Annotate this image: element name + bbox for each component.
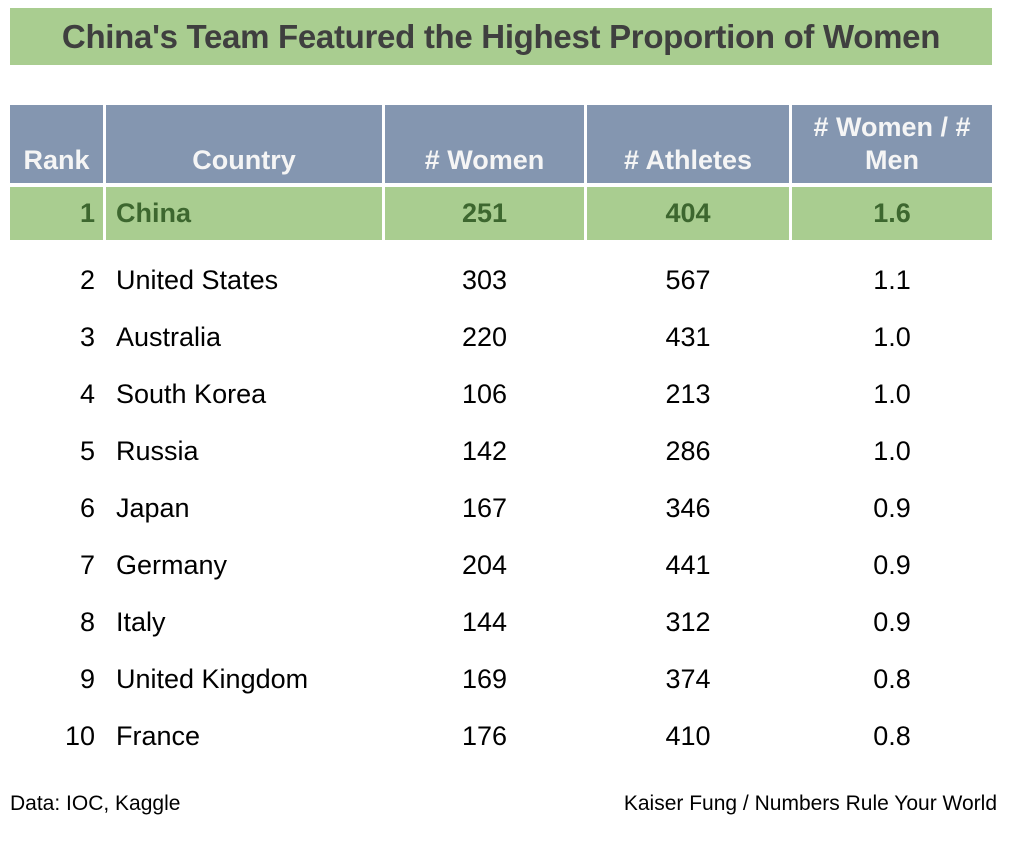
credit-text: Kaiser Fung / Numbers Rule Your World [623,792,997,815]
column-header-country: Country [106,105,382,183]
table-row: 8 Italy 144 312 0.9 [10,594,992,651]
women-cell: 169 [461,664,508,694]
rankings-table: Rank Country # Women # Athletes # Women … [10,105,992,765]
athletes-cell: 410 [665,721,711,751]
country-cell: Italy [116,607,166,637]
women-cell: 106 [461,379,508,409]
ratio-cell: 1.6 [792,187,992,240]
athletes-cell: 213 [665,379,711,409]
rank-cell: 7 [79,550,95,580]
table-row: 6 Japan 167 346 0.9 [10,480,992,537]
data-source-text: Data: IOC, Kaggle [10,792,181,815]
rank-cell: 6 [79,493,95,523]
rank-cell: 5 [79,436,95,466]
ratio-cell: 0.8 [873,664,911,694]
chart-title-bar: China's Team Featured the Highest Propor… [10,8,992,65]
table-header-row: Rank Country # Women # Athletes # Women … [10,105,992,183]
rank-cell: 9 [79,664,95,694]
table-row: 3 Australia 220 431 1.0 [10,309,992,366]
women-cell: 144 [461,607,508,637]
table-row: 7 Germany 204 441 0.9 [10,537,992,594]
table-row: 5 Russia 142 286 1.0 [10,423,992,480]
column-header-rank: Rank [10,105,103,183]
athletes-cell: 374 [665,664,711,694]
athletes-cell: 286 [665,436,711,466]
country-cell: United Kingdom [116,664,309,694]
women-cell: 220 [461,322,508,352]
athletes-cell: 312 [665,607,711,637]
rank-cell: 1 [10,187,103,240]
country-cell: South Korea [116,379,267,409]
column-header-ratio: # Women / # Men [792,105,992,183]
ratio-cell: 0.9 [873,493,911,523]
ratio-cell: 1.1 [873,265,911,295]
ratio-cell: 1.0 [873,322,911,352]
athletes-cell: 441 [665,550,711,580]
athletes-cell: 567 [665,265,711,295]
rank-cell: 8 [79,607,95,637]
rank-cell: 3 [79,322,95,352]
women-cell: 142 [461,436,508,466]
country-cell: United States [116,265,279,295]
table-row: 10 France 176 410 0.8 [10,708,992,765]
column-header-women: # Women [385,105,584,183]
ratio-cell: 1.0 [873,436,911,466]
table-row-highlighted: 1 China 251 404 1.6 [10,187,992,240]
table-row: 9 United Kingdom 169 374 0.8 [10,651,992,708]
athletes-cell: 404 [587,187,789,240]
ratio-cell: 0.9 [873,607,911,637]
chart-title: China's Team Featured the Highest Propor… [61,17,941,55]
women-cell: 251 [385,187,584,240]
column-header-athletes: # Athletes [587,105,789,183]
women-cell: 204 [461,550,508,580]
athletes-cell: 346 [665,493,711,523]
ratio-cell: 1.0 [873,379,911,409]
rank-cell: 4 [79,379,95,409]
ratio-cell: 0.9 [873,550,911,580]
rank-cell: 10 [64,721,95,751]
table-row: 4 South Korea 106 213 1.0 [10,366,992,423]
ratio-cell: 0.8 [873,721,911,751]
country-cell: France [116,721,201,751]
country-cell: China [106,187,382,240]
table-row: 2 United States 303 567 1.1 [10,252,992,309]
women-cell: 167 [461,493,508,523]
women-cell: 176 [461,721,508,751]
women-cell: 303 [461,265,508,295]
country-cell: Germany [116,550,228,580]
athletes-cell: 431 [665,322,711,352]
country-cell: Russia [116,436,199,466]
rank-cell: 2 [79,265,95,295]
footer: Data: IOC, Kaggle Kaiser Fung / Numbers … [10,792,997,816]
country-cell: Australia [116,322,222,352]
country-cell: Japan [116,493,190,523]
